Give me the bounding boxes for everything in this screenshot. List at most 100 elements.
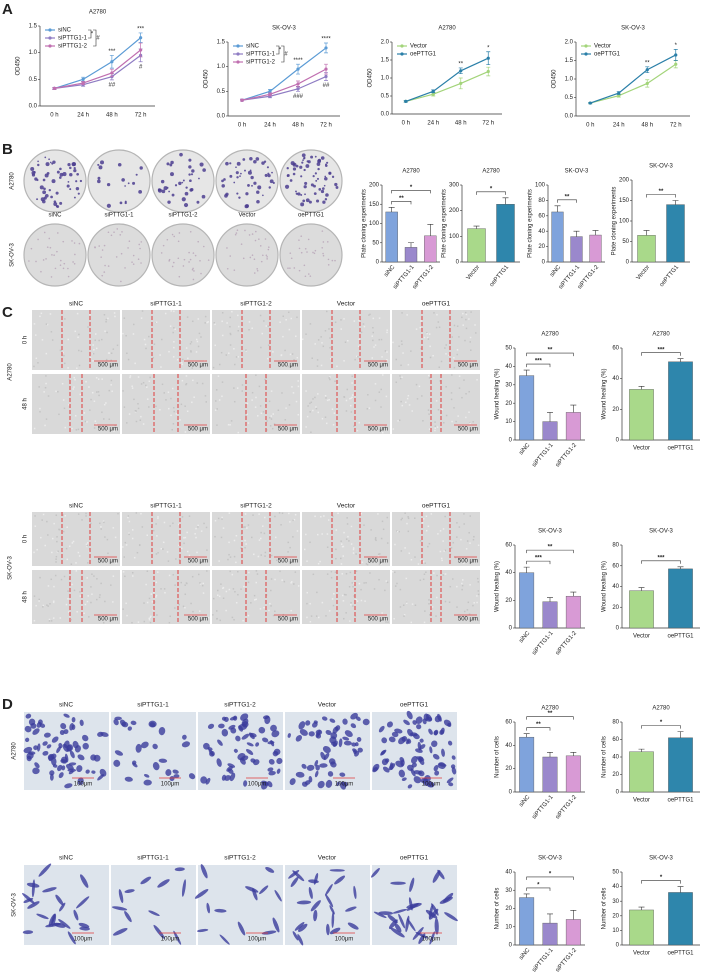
texture xyxy=(416,398,419,400)
texture xyxy=(37,362,39,364)
texture xyxy=(414,517,416,519)
texture xyxy=(349,571,352,574)
colony xyxy=(312,251,314,254)
texture xyxy=(234,591,236,593)
cell xyxy=(209,750,215,757)
texture xyxy=(237,431,240,434)
scale-label: 500 μm xyxy=(278,617,298,623)
y-tick-label: 20 xyxy=(505,598,512,604)
colony xyxy=(271,171,273,174)
texture xyxy=(469,422,471,425)
line xyxy=(405,57,489,102)
texture xyxy=(133,398,135,401)
texture xyxy=(84,420,87,423)
x-tick-label: siPTTG1-2 xyxy=(555,794,579,821)
texture xyxy=(52,617,55,619)
texture xyxy=(78,333,80,336)
cell xyxy=(49,770,55,776)
error-bar xyxy=(672,200,679,205)
significance: ** xyxy=(659,189,664,195)
cell xyxy=(237,753,246,761)
legend-label: siNC xyxy=(58,28,72,34)
texture xyxy=(140,383,143,385)
texture xyxy=(168,574,171,577)
y-axis-label: Number of cells xyxy=(602,888,608,930)
texture xyxy=(84,603,87,606)
texture xyxy=(258,539,261,541)
colony xyxy=(262,254,264,257)
texture xyxy=(461,582,463,585)
texture xyxy=(74,330,77,333)
texture xyxy=(453,324,456,327)
legend-marker xyxy=(400,52,404,56)
texture xyxy=(352,548,355,551)
texture xyxy=(195,536,197,539)
scale-label: 500 μm xyxy=(278,363,298,369)
y-axis-label: OD450 xyxy=(368,68,374,88)
texture xyxy=(173,327,175,329)
texture xyxy=(468,613,471,615)
texture xyxy=(124,575,126,578)
texture xyxy=(456,325,459,327)
texture xyxy=(63,362,66,365)
bar xyxy=(668,737,693,793)
texture xyxy=(237,356,240,358)
cell xyxy=(325,894,334,908)
cell xyxy=(77,777,84,786)
texture xyxy=(93,575,95,577)
texture xyxy=(245,543,247,545)
texture xyxy=(270,390,273,392)
cell xyxy=(326,923,330,936)
texture xyxy=(161,338,163,341)
bracket xyxy=(476,191,506,195)
texture xyxy=(92,352,95,355)
y-tick-label: 0 xyxy=(456,260,460,266)
texture xyxy=(79,591,81,593)
texture xyxy=(229,344,232,346)
colony xyxy=(98,245,101,247)
texture xyxy=(86,545,88,548)
colony xyxy=(166,238,169,241)
texture xyxy=(257,415,259,417)
texture xyxy=(281,425,283,427)
texture xyxy=(345,594,347,596)
texture xyxy=(173,346,175,349)
y-tick-label: 30 xyxy=(505,382,512,388)
colony xyxy=(135,173,138,176)
texture xyxy=(173,310,175,313)
bracket xyxy=(526,363,551,368)
texture xyxy=(326,573,329,575)
colony xyxy=(257,185,262,190)
texture xyxy=(75,562,77,564)
cell xyxy=(351,742,357,747)
texture xyxy=(439,530,442,532)
texture xyxy=(264,516,266,519)
texture xyxy=(94,339,97,342)
texture xyxy=(340,543,343,545)
texture xyxy=(38,598,40,601)
x-tick-label: Vector xyxy=(633,798,650,804)
texture xyxy=(469,584,471,586)
error-bar xyxy=(592,230,599,236)
texture xyxy=(33,323,36,325)
scale-label: 500 μm xyxy=(368,559,388,565)
panel-letter: C xyxy=(2,304,13,321)
chart-title: SK-OV-3 xyxy=(538,856,562,862)
texture xyxy=(419,540,422,542)
cell xyxy=(76,896,90,909)
texture xyxy=(137,403,139,405)
texture xyxy=(328,399,330,401)
colony xyxy=(98,165,103,170)
texture xyxy=(67,338,69,341)
texture xyxy=(350,601,352,604)
texture xyxy=(448,601,451,603)
colony xyxy=(322,200,326,204)
texture xyxy=(365,563,368,565)
cell xyxy=(99,768,107,777)
cell xyxy=(308,731,315,737)
texture xyxy=(321,417,324,420)
colony xyxy=(266,166,269,169)
texture xyxy=(381,520,384,523)
y-tick-label: 1.0 xyxy=(381,76,390,82)
texture xyxy=(325,310,328,313)
